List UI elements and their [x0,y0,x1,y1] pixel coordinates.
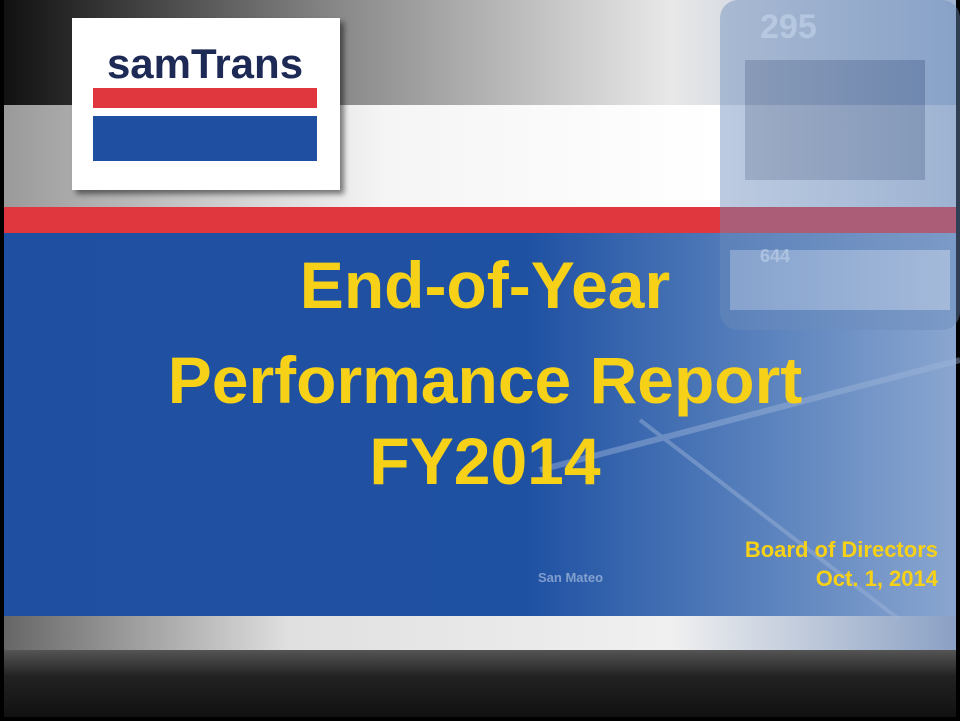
subtitle-line: Board of Directors [745,537,938,562]
bottom-band [4,650,956,717]
footer-band [4,616,956,650]
subtitle-line: Oct. 1, 2014 [816,566,939,591]
page: {"logo": {"text": "samTrans"}, "title": … [0,0,960,721]
logo-blue [93,116,317,161]
slide: 295 644 San Mateo samTrans End-of-Year P… [0,0,960,721]
photo-label: San Mateo [538,570,603,585]
photo-label: 295 [760,8,817,46]
logo-red [93,88,317,108]
title-line: FY2014 [369,424,600,498]
title-line: Performance Report [168,343,803,417]
logo-text: samTrans [107,40,303,87]
photo-label: 644 [760,246,790,266]
title-line: End-of-Year [300,248,670,322]
